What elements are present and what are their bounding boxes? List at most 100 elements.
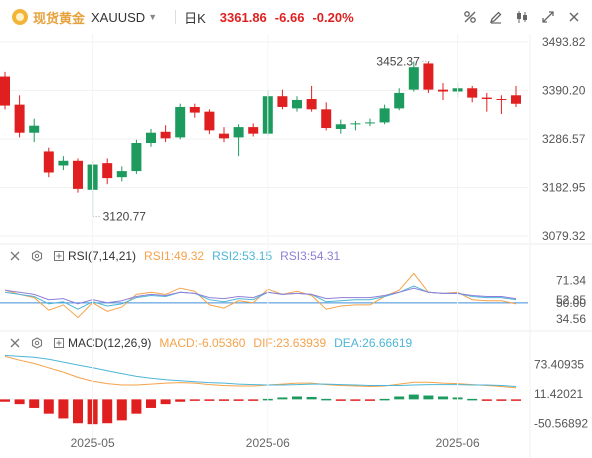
macd-histogram-bar bbox=[0, 399, 10, 402]
candle-body bbox=[43, 151, 54, 173]
macd-histogram-bar bbox=[350, 399, 361, 401]
macd-histogram-bar bbox=[496, 399, 507, 401]
price-axis-label: 3182.95 bbox=[542, 180, 586, 194]
candle-body bbox=[29, 125, 40, 133]
candle-body bbox=[146, 132, 156, 144]
last-price: 3361.86 bbox=[219, 9, 267, 25]
chevron-down-icon[interactable]: ▼ bbox=[148, 12, 158, 22]
candle-body bbox=[379, 108, 390, 123]
rsi-axis-label: 71.34 bbox=[556, 273, 586, 287]
macd-histogram-bar bbox=[335, 399, 346, 401]
rsi-series-line bbox=[4, 285, 517, 310]
macd-histogram-bar bbox=[189, 399, 200, 401]
price-change-percent: -0.20% bbox=[312, 9, 354, 25]
draw-icon[interactable] bbox=[486, 8, 506, 26]
rsi1-value: RSI1:49.32 bbox=[144, 249, 205, 263]
price-change: -6.66 bbox=[274, 9, 305, 25]
candle-body bbox=[481, 97, 492, 100]
macd-axis-label: 11.42021 bbox=[534, 387, 583, 401]
candle-body bbox=[219, 133, 229, 139]
macd-series-line bbox=[4, 354, 517, 387]
macd-histogram-bar bbox=[365, 399, 375, 401]
settings-icon[interactable] bbox=[30, 336, 44, 350]
macd-histogram-bar bbox=[321, 398, 332, 401]
candle-body bbox=[277, 96, 288, 107]
candle-body bbox=[350, 123, 361, 125]
dif-value: DIF:23.63939 bbox=[253, 336, 327, 350]
macd-histogram-bar bbox=[73, 399, 83, 424]
candle-body bbox=[306, 99, 317, 110]
close-icon[interactable] bbox=[564, 8, 584, 26]
chart-toolbar: 现货黄金 XAUUSD ▼ 日K 3361.86 -6.66 -0.20% bbox=[0, 0, 592, 34]
macd-axis-label: 73.40935 bbox=[534, 357, 584, 371]
macd-histogram-bar bbox=[248, 399, 259, 401]
macd-histogram-bar bbox=[160, 399, 171, 405]
macd-histogram-bar bbox=[233, 399, 244, 401]
rsi-axis-label: 50.00 bbox=[556, 296, 586, 310]
candle-body bbox=[292, 99, 302, 109]
price-axis-label: 3286.57 bbox=[542, 132, 586, 146]
macd-histogram-bar bbox=[131, 399, 142, 414]
hide-indicator-icon[interactable] bbox=[8, 249, 22, 263]
macd-histogram-bar bbox=[467, 398, 478, 401]
expand-icon[interactable] bbox=[52, 336, 66, 350]
macd-histogram-bar bbox=[292, 396, 302, 400]
candle-body bbox=[248, 127, 259, 134]
macd-axis-label: -50.56892 bbox=[534, 416, 588, 430]
toolbar-actions bbox=[460, 8, 584, 26]
rsi-name: RSI(7,14,21) bbox=[68, 249, 137, 263]
macd-histogram-bar bbox=[14, 399, 25, 405]
date-axis-label: 2025-06 bbox=[436, 436, 480, 450]
hide-indicator-icon[interactable] bbox=[8, 336, 22, 350]
candle-body bbox=[321, 109, 332, 129]
expand-icon[interactable] bbox=[52, 249, 66, 263]
settings-icon[interactable] bbox=[30, 249, 44, 263]
symbol-code[interactable]: XAUUSD bbox=[91, 9, 146, 25]
candle-body bbox=[116, 171, 127, 178]
rsi-legend: RSI(7,14,21) RSI1:49.32 RSI2:53.15 RSI3:… bbox=[0, 246, 340, 266]
compare-icon[interactable] bbox=[512, 8, 532, 26]
macd-histogram-bar bbox=[394, 396, 405, 400]
candle-body bbox=[58, 160, 69, 166]
low-price-label: 3120.77 bbox=[103, 210, 147, 224]
interval-selector[interactable]: 日K bbox=[184, 10, 206, 26]
macd-histogram-bar bbox=[481, 399, 492, 401]
candle-body bbox=[160, 131, 171, 139]
macd-histogram-bar bbox=[408, 394, 419, 400]
candle-body bbox=[233, 127, 244, 138]
candle-body bbox=[0, 76, 10, 106]
fullscreen-icon[interactable] bbox=[538, 8, 558, 26]
date-axis-label: 2025-06 bbox=[246, 436, 290, 450]
candle-body bbox=[335, 124, 346, 129]
chart-canvas[interactable]: 3493.82 3390.20 3286.57 3182.95 3079.32 3452.… bbox=[0, 34, 592, 458]
macd-histogram-bar bbox=[277, 397, 288, 400]
candle-body bbox=[175, 106, 186, 138]
indicator-icon[interactable] bbox=[460, 8, 480, 26]
rsi3-value: RSI3:54.31 bbox=[280, 249, 341, 263]
price-axis-label: 3493.82 bbox=[542, 35, 586, 49]
symbol-name[interactable]: 现货黄金 bbox=[33, 10, 86, 26]
macd-histogram-bar bbox=[306, 396, 317, 400]
candle-body bbox=[496, 99, 507, 101]
candle-body bbox=[14, 104, 25, 133]
macd-legend: MACD(12,26,9) MACD:-6.05360 DIF:23.63939… bbox=[0, 333, 412, 353]
rsi-axis-label: 52.85 bbox=[556, 293, 586, 307]
macd-histogram-bar bbox=[175, 399, 186, 402]
rsi2-value: RSI2:53.15 bbox=[212, 249, 273, 263]
candle-body bbox=[438, 89, 448, 92]
macd-histogram-bar bbox=[58, 399, 69, 419]
macd-histogram-bar bbox=[438, 396, 448, 400]
gold-coin-icon bbox=[12, 9, 28, 25]
macd-histogram-bar bbox=[102, 399, 113, 424]
macd-histogram-bar bbox=[43, 399, 54, 414]
macd-histogram-bar bbox=[379, 398, 390, 401]
macd-series-line bbox=[4, 355, 517, 389]
macd-histogram-bar bbox=[204, 399, 215, 401]
candle-body bbox=[365, 122, 375, 124]
candle-body bbox=[189, 106, 200, 113]
candle-body bbox=[204, 111, 215, 131]
macd-histogram-bar bbox=[511, 399, 521, 401]
macd-histogram-bar bbox=[116, 399, 127, 421]
macd-name: MACD(12,26,9) bbox=[68, 336, 152, 350]
price-axis-label: 3390.20 bbox=[542, 83, 586, 97]
